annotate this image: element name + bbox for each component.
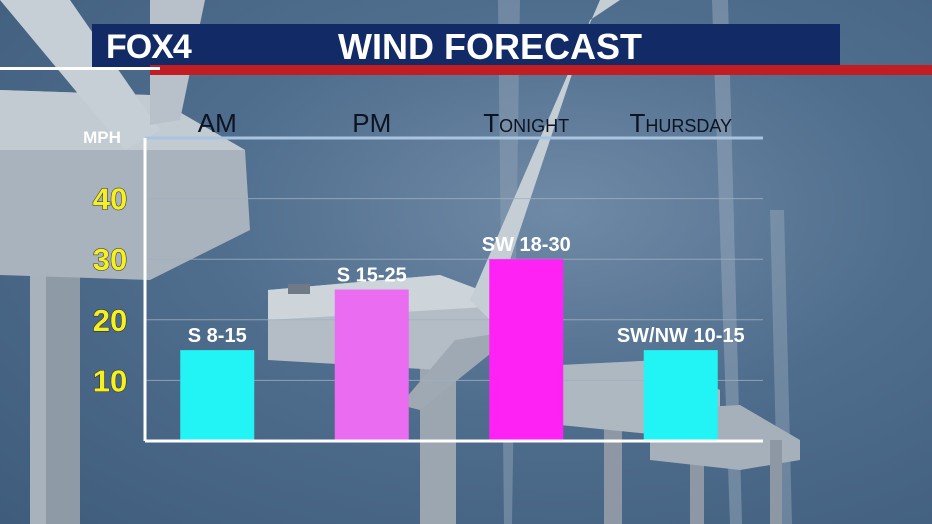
category-label: Tonight [483,108,569,138]
category-labels: AM PM Tonight Thursday [198,108,732,138]
y-tick-label: 40 [93,182,127,217]
category-label: PM [352,108,391,138]
data-label: SW/NW 10-15 [617,325,745,347]
bars [180,259,718,440]
y-tick-label: 30 [93,242,127,277]
bar [180,350,255,440]
y-tick-labels: 10 20 30 40 [92,181,127,399]
y-tick-label: 20 [93,303,127,338]
bar [643,350,718,440]
axes [143,136,763,443]
category-label: AM [198,108,237,138]
accent-white-line [0,67,160,70]
category-label: Thursday [629,108,732,138]
y-tick-label: 10 [93,363,127,398]
data-label: S 15-25 [337,265,407,287]
fox4-logo: FOX4 [106,28,192,66]
y-axis-unit-label: MPH [83,128,121,147]
bar [334,289,409,440]
data-label: S 8-15 [188,325,247,347]
title-banner [92,24,840,68]
data-labels: S 8-15 S 15-25 SW 18-30 SW/NW 10-15 [188,234,745,347]
accent-red-bar [150,65,932,75]
page-title: WIND FORECAST [338,26,642,67]
bar [489,259,564,440]
data-label: SW 18-30 [482,234,571,256]
